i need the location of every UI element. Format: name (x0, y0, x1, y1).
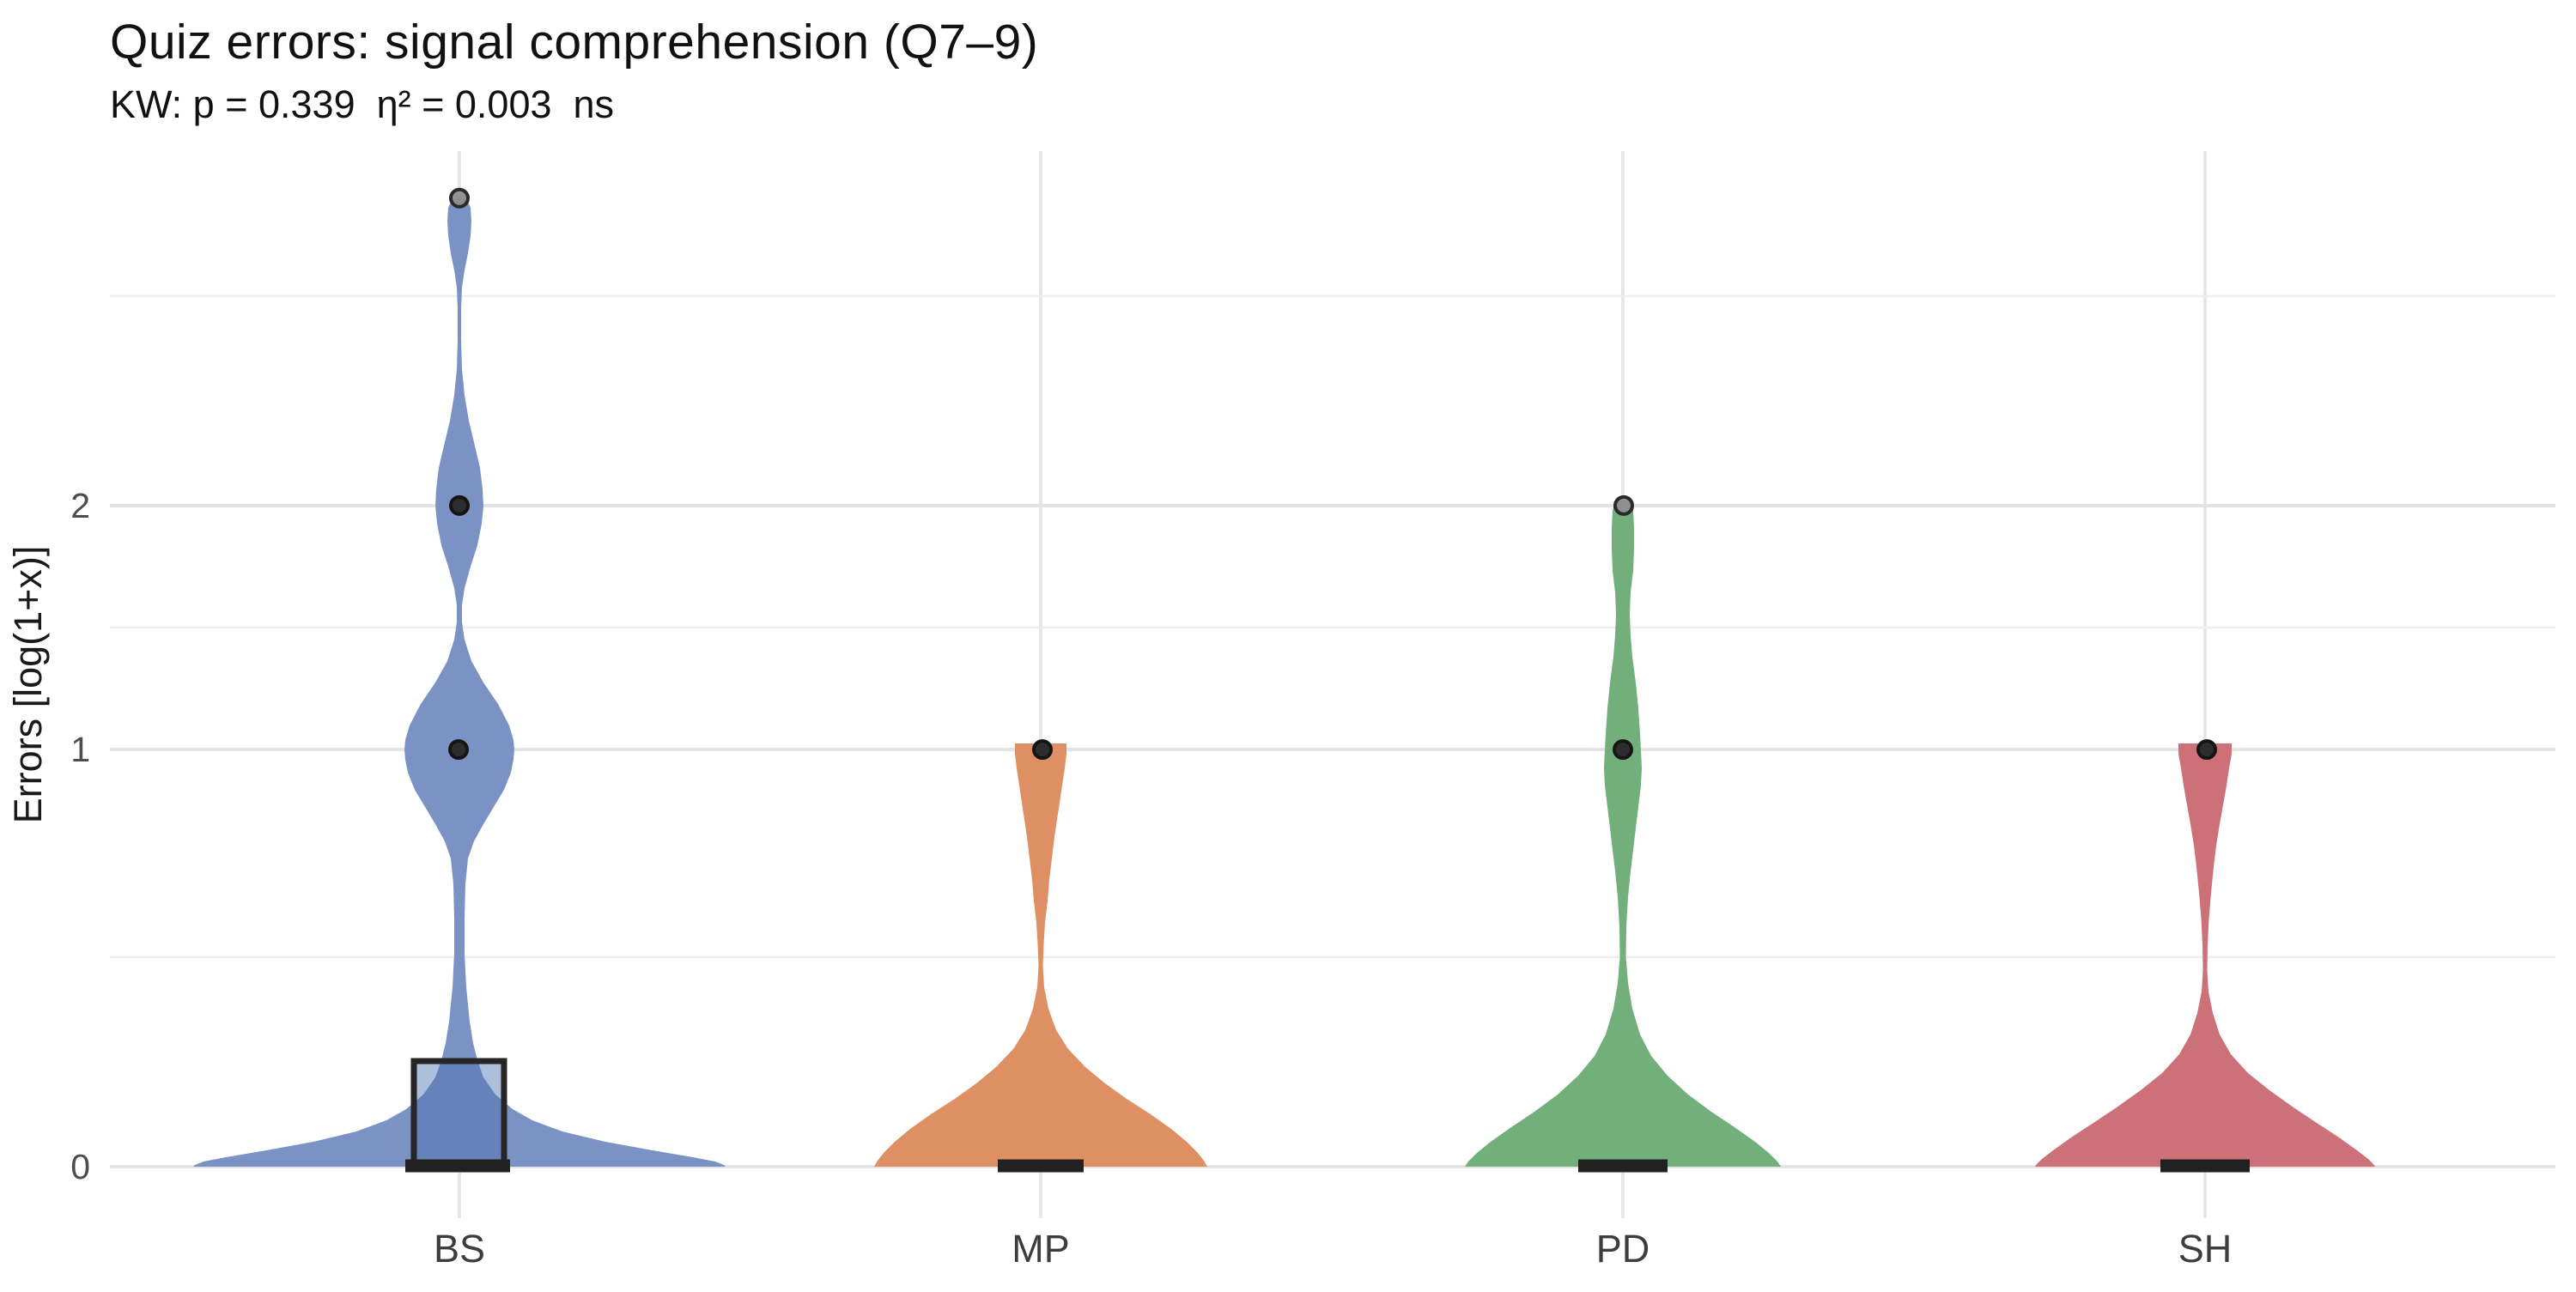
y-tick-label-1: 1 (70, 730, 90, 769)
x-tick-label-PD: PD (1596, 1227, 1650, 1271)
x-tick-label-BS: BS (434, 1227, 485, 1271)
chart-stats-subtitle: KW: p = 0.339 η² = 0.003 ns (110, 82, 615, 126)
x-tick-label-MP: MP (1012, 1227, 1070, 1271)
data-point-PD-1 (1613, 739, 1633, 761)
violin-MP (874, 743, 1207, 1167)
y-tick-label-0: 0 (70, 1147, 90, 1186)
data-point-BS-4 (449, 187, 470, 209)
data-point-BS-2 (449, 494, 470, 516)
iqr-box-BS (410, 1058, 507, 1173)
data-point-BS-1 (448, 739, 469, 761)
y-axis-title: Errors [log(1+x)] (6, 546, 50, 824)
violin-PD (1465, 500, 1781, 1167)
data-point-MP-1 (1032, 739, 1053, 761)
violin-BS (193, 196, 726, 1167)
page-title: Quiz errors: signal comprehension (Q7–9) (110, 15, 1039, 70)
data-point-PD-2 (1613, 494, 1634, 516)
data-point-SH-1 (2196, 739, 2217, 761)
violin-SH (2035, 743, 2375, 1167)
y-tick-label-2: 2 (70, 486, 90, 525)
x-tick-label-SH: SH (2178, 1227, 2233, 1271)
